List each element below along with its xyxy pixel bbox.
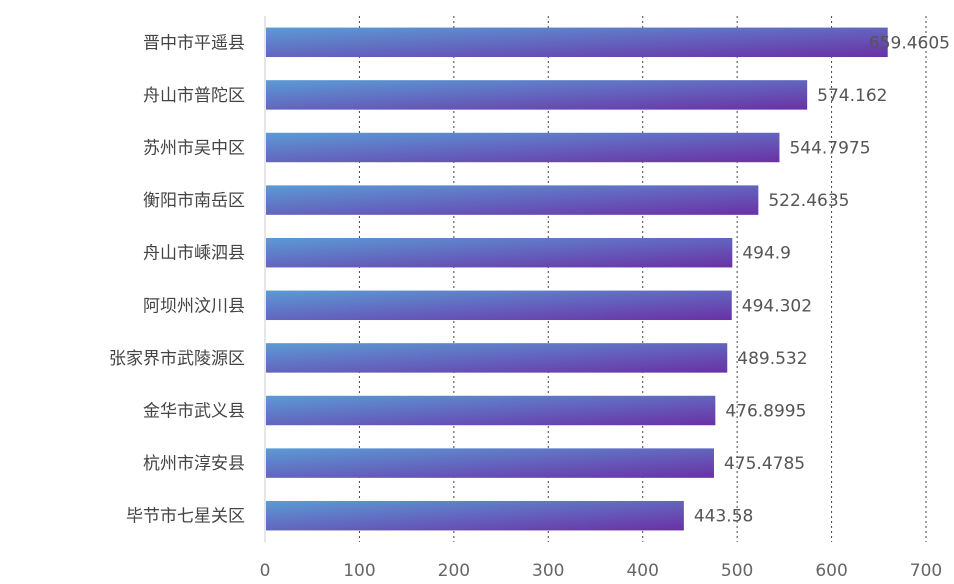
bar (266, 395, 716, 426)
bar (266, 27, 888, 58)
category-label: 舟山市嵊泗县 (143, 244, 245, 264)
x-tick-label: 200 (438, 561, 470, 581)
category-label: 苏州市吴中区 (143, 139, 245, 159)
bars (266, 27, 888, 531)
value-label: 494.302 (742, 296, 812, 316)
category-label: 张家界市武陵源区 (109, 349, 245, 369)
value-label: 476.8995 (725, 402, 806, 422)
category-label: 衡阳市南岳区 (143, 191, 245, 211)
value-label: 544.7975 (789, 139, 870, 159)
category-label: 毕节市七星关区 (126, 507, 245, 527)
value-label: 522.4635 (768, 191, 849, 211)
value-label: 475.4785 (724, 454, 805, 474)
x-tick-label: 700 (910, 561, 942, 581)
bar (266, 132, 780, 163)
category-label: 金华市武义县 (143, 402, 245, 422)
bar (266, 80, 808, 110)
bar (266, 343, 728, 373)
x-tick-label: 500 (721, 561, 753, 581)
x-tick-labels: 0 100 200 300 400 500 600 700 (260, 561, 943, 581)
x-tick-label: 100 (343, 561, 375, 581)
category-label: 舟山市普陀区 (143, 86, 245, 106)
value-labels: 659.4605 574.162 544.7975 522.4635 494.9 494.… (694, 33, 950, 526)
category-labels: 晋中市平遥县舟山市普陀区苏州市吴中区衡阳市南岳区舟山市嵊泗县阿坝州汶川县张家界市… (109, 33, 245, 526)
x-tick-label: 400 (626, 561, 658, 581)
value-label: 443.58 (694, 507, 753, 527)
x-tick-label: 0 (260, 561, 271, 581)
bar (266, 500, 684, 531)
bar (266, 237, 733, 268)
category-label: 杭州市淳安县 (143, 454, 245, 474)
value-label: 574.162 (817, 86, 887, 106)
category-label: 晋中市平遥县 (143, 33, 245, 53)
value-label: 489.532 (737, 349, 807, 369)
bar (266, 448, 714, 478)
value-label: 659.4605 (869, 33, 950, 53)
x-tick-label: 600 (815, 561, 847, 581)
value-label: 494.9 (742, 244, 791, 264)
bar (266, 185, 759, 215)
category-label: 阿坝州汶川县 (143, 296, 245, 316)
bar (266, 290, 732, 321)
x-tick-label: 300 (532, 561, 564, 581)
